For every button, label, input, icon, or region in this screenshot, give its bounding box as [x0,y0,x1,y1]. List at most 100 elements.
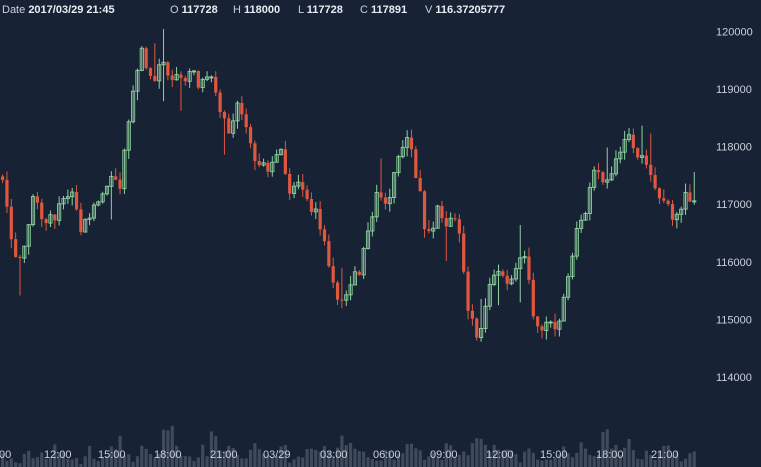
candle [183,75,187,86]
volume-bar [131,461,135,467]
candle [309,192,314,216]
volume-bar [683,458,688,467]
candle [640,125,645,164]
candle-body [431,227,436,232]
candle [18,254,22,296]
volume-bar [536,459,540,467]
volume-bar [153,457,157,467]
volume-bar [557,454,561,467]
candle-body [618,151,623,160]
candle-body [487,283,492,307]
candle [35,192,39,210]
price-tick-label: 120000 [716,27,753,39]
candle [657,187,662,204]
candle [626,128,632,143]
open-readout: O 117728 [170,4,218,16]
candle-body [218,92,222,113]
candle-body [301,182,305,190]
candle-body [527,256,531,280]
volume-bar [244,458,248,467]
candle [166,60,170,81]
candle [470,304,474,326]
candle [148,67,153,80]
candle [518,224,523,303]
candle [566,273,571,301]
volume-bar [383,450,387,467]
volume-bar [227,445,231,467]
candle [79,202,83,236]
candle [422,190,427,238]
price-tick-label: 119000 [716,84,752,96]
candle-body [109,175,114,187]
candle [14,232,18,258]
candle [622,130,627,160]
candle [53,213,57,229]
candle-body [179,74,183,78]
candle [1,174,5,184]
candle [505,269,509,291]
candle-body [139,47,144,71]
candle [387,188,392,212]
volume-bar [453,457,457,467]
volume-bar [409,443,414,467]
candle-body [361,248,366,276]
candle-body [483,305,488,329]
candle-body [531,279,535,317]
volume-bar [440,459,444,467]
candle-body [501,271,505,276]
candle-body [509,278,514,285]
candle [40,198,44,228]
candle [414,146,418,179]
time-tick-label: 03:00 [320,449,348,461]
candle-body [183,77,187,82]
candle [48,210,53,228]
candle-body [683,191,688,210]
volume-bar [357,451,361,467]
candle-body [166,62,170,76]
candle [266,160,270,178]
time-tick-label: 06:00 [373,449,401,461]
candle [501,269,505,278]
candle-body [266,162,270,172]
volume-bar [562,446,566,467]
candle-body [196,70,200,88]
candle-body [235,102,240,122]
candle [592,166,597,191]
candle-body [104,185,110,195]
candle [170,69,174,88]
candle [131,85,136,124]
volume-bar [279,446,283,467]
candle-body [383,197,387,204]
candle-body [114,176,118,180]
candle-body [53,214,57,221]
candle-body [340,299,344,301]
volume-bar [596,454,601,467]
low-label: L [298,4,304,16]
volume-bar [22,453,26,467]
volume-bar [636,458,640,467]
volume-bar [527,448,531,467]
volume-bar [549,459,553,467]
candle-body [131,90,136,123]
candle-body [626,134,632,141]
candle [522,250,527,264]
time-tick-label: 12:00 [44,449,72,461]
volume-bar [475,438,479,467]
candle-body [613,158,618,175]
candle [561,293,566,322]
volume-bar [366,457,370,467]
candle-body [270,161,275,173]
candle-body [204,76,210,80]
candle [357,270,361,276]
candle [335,280,340,306]
candle-body [318,209,322,230]
candle [261,158,266,167]
candle-body [662,198,666,201]
volume-bar [183,456,187,467]
candle [87,213,92,226]
candle [70,187,75,206]
volume-readout: V 116.37205777 [425,4,505,16]
volume-bar [83,456,87,467]
candle [278,148,284,156]
